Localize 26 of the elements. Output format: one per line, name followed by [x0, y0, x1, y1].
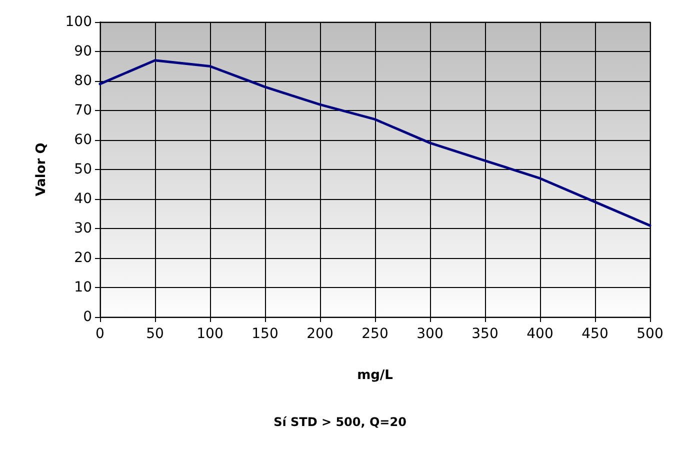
- y-tick-label: 70: [74, 102, 92, 118]
- y-axis-title: Valor Q: [34, 142, 49, 196]
- x-tick-label: 150: [252, 326, 278, 342]
- x-tick-label: 400: [526, 326, 554, 342]
- x-tick-label: 450: [582, 326, 608, 342]
- y-tick-label: 100: [65, 14, 92, 30]
- text: Sí STD > 500, Q=20: [274, 415, 406, 429]
- y-tick-label: 60: [74, 132, 92, 148]
- y-tick-label: 30: [74, 220, 92, 236]
- x-tick-label: 500: [636, 326, 664, 342]
- y-tick-label: 50: [74, 162, 92, 178]
- x-tick-label: 100: [196, 326, 224, 342]
- y-tick-label: 90: [74, 44, 92, 60]
- x-tick-label: 0: [96, 326, 104, 342]
- x-axis-title: mg/L: [357, 368, 393, 383]
- x-tick-label: 300: [416, 326, 444, 342]
- y-tick-label: 40: [74, 191, 92, 207]
- y-tick-label: 80: [74, 73, 92, 89]
- y-tick-label: 0: [83, 309, 92, 325]
- x-tick-label: 250: [362, 326, 388, 342]
- y-tick-label: 20: [74, 250, 92, 266]
- line-series: [98, 59, 652, 227]
- y-tick-label: 10: [74, 280, 92, 296]
- x-tick-label: 350: [472, 326, 498, 342]
- x-tick-label: 50: [146, 326, 164, 342]
- x-tick-label: 200: [306, 326, 334, 342]
